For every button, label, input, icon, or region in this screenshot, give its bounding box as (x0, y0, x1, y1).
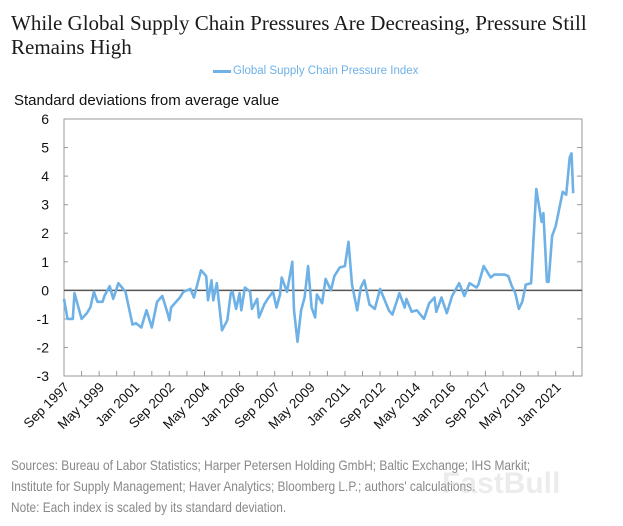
y-tick-label: 0 (41, 282, 49, 298)
sources-line-2: Institute for Supply Management; Haver A… (11, 478, 476, 494)
y-tick-label: -2 (37, 339, 50, 355)
y-tick-label: 5 (41, 140, 49, 156)
y-tick-label: 3 (41, 197, 49, 213)
legend-label: Global Supply Chain Pressure Index (233, 65, 419, 77)
legend: Global Supply Chain Pressure Index (213, 65, 418, 77)
y-tick-label: 1 (41, 254, 49, 270)
y-axis-label: Standard deviations from average value (14, 92, 280, 109)
y-tick-label: -3 (37, 368, 50, 384)
legend-swatch (213, 69, 231, 73)
note: Note: Each index is scaled by its standa… (11, 499, 287, 515)
y-tick-label: -1 (37, 311, 50, 327)
y-tick-label: 2 (41, 225, 49, 241)
sources-line-1: Sources: Bureau of Labor Statistics; Har… (11, 457, 531, 473)
y-tick-label: 4 (41, 168, 49, 184)
watermark-logo: FastBull (442, 467, 561, 500)
plot-frame (63, 118, 583, 377)
series-line-gscpi (62, 152, 575, 343)
y-tick-label: 6 (41, 111, 49, 127)
chart-title: While Global Supply Chain Pressures Are … (11, 11, 587, 59)
